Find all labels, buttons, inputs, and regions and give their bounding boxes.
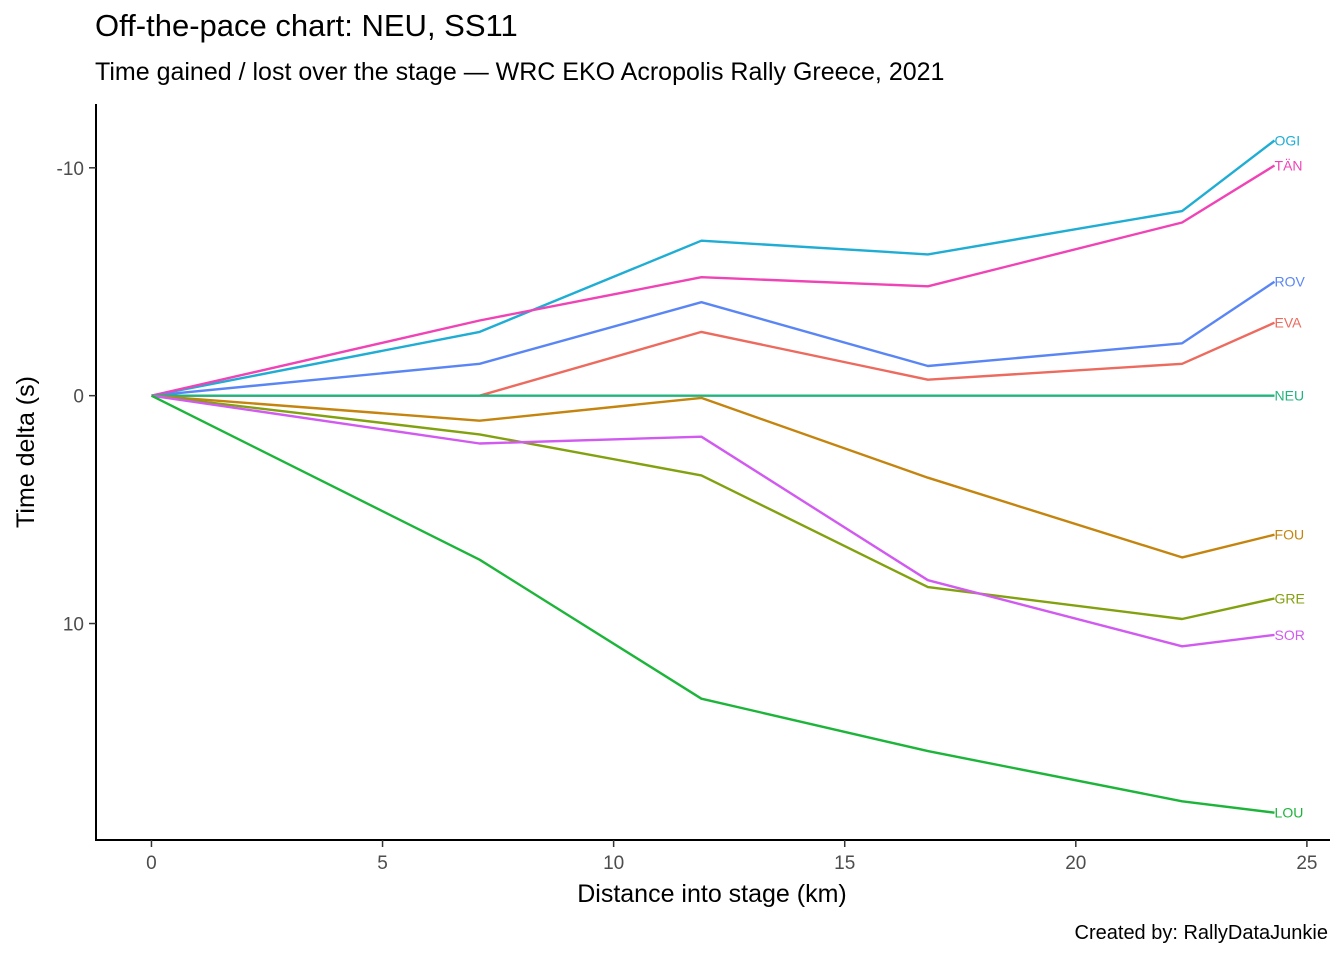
axes [95, 104, 1330, 841]
chart-title: Off-the-pace chart: NEU, SS11 [95, 8, 518, 43]
series-line-tän [151, 164, 1276, 397]
series-label-gre: GRE [1275, 590, 1305, 606]
x-tick-label: 10 [603, 853, 624, 874]
x-tick-label: 20 [1065, 853, 1086, 874]
series-label-sor: SOR [1275, 627, 1305, 643]
series-label-fou: FOU [1275, 527, 1305, 543]
series-line-sor [151, 394, 1275, 648]
series-line-rov [151, 280, 1276, 397]
series-label-eva: EVA [1275, 315, 1303, 331]
series-lines [150, 139, 1276, 814]
x-axis-title: Distance into stage (km) [577, 880, 847, 908]
x-tick-label: 25 [1296, 853, 1317, 874]
series-labels: OGI TÄN ROV EVA NEU FOU GRE SOR LOU [1275, 132, 1306, 820]
series-line-fou [151, 394, 1275, 559]
series-line-eva [151, 321, 1275, 397]
ticks: 0 5 10 15 20 25 -10 0 10 [57, 159, 1318, 874]
chart-caption: Created by: RallyDataJunkie [1074, 922, 1328, 944]
series-label-ogi: OGI [1275, 132, 1301, 148]
x-tick-label: 0 [146, 853, 157, 874]
chart-subtitle: Time gained / lost over the stage — WRC … [95, 58, 945, 86]
series-line-lou [150, 394, 1275, 814]
y-tick-label: -10 [57, 159, 84, 180]
series-line-gre [151, 394, 1275, 621]
series-label-rov: ROV [1275, 274, 1306, 290]
x-tick-label: 5 [377, 853, 388, 874]
series-label-lou: LOU [1275, 805, 1304, 821]
x-tick-label: 15 [834, 853, 855, 874]
series-label-neu: NEU [1275, 388, 1305, 404]
series-line-ogi [151, 139, 1276, 397]
y-axis-title: Time delta (s) [12, 376, 40, 528]
y-tick-label: 10 [63, 615, 84, 636]
series-label-tän: TÄN [1275, 158, 1303, 174]
y-tick-label: 0 [73, 387, 84, 408]
